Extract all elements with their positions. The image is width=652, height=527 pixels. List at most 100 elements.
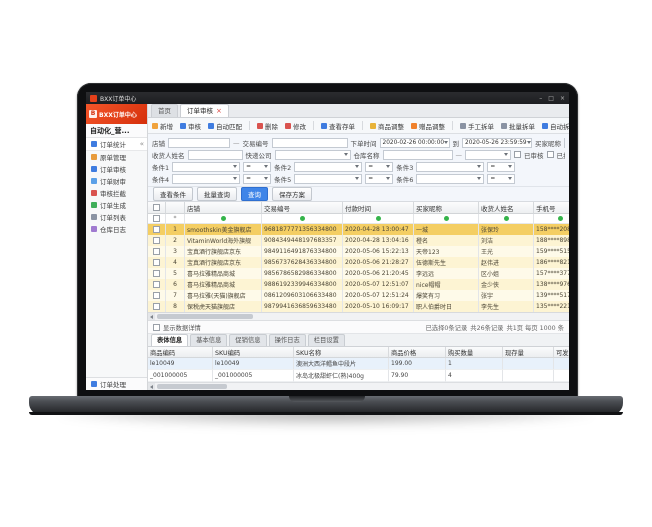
tab-inactive[interactable]: 首页 — [151, 104, 178, 117]
condition-op-select[interactable]: = — [487, 173, 516, 184]
condition-field-select[interactable] — [416, 173, 485, 184]
collapse-icon[interactable]: « — [139, 140, 144, 148]
detail-column-header[interactable]: 商品编码 — [148, 347, 213, 358]
toolbar-button[interactable]: 手工拆单 — [460, 121, 494, 131]
detail-column-header[interactable]: 商品价格 — [389, 347, 446, 358]
detail-column-header[interactable]: SKU编码 — [213, 347, 294, 358]
date-to-input[interactable]: 2020-05-26 23:59:59 — [462, 137, 532, 148]
table-row[interactable]: 2 VitaminWorld海外旗舰 9084349448197683357 2020… — [148, 235, 569, 246]
date-from-input[interactable]: 2020-02-26 00:00:00 — [379, 137, 450, 148]
detail-tab[interactable]: 促销信息 — [229, 334, 267, 346]
condition-field-select[interactable] — [172, 173, 241, 184]
condition-field-select[interactable] — [172, 161, 241, 172]
filter-icon[interactable] — [375, 216, 381, 221]
toolbar-button[interactable]: 赠品调整 — [411, 121, 445, 131]
detail-row[interactable]: _001000005 _001000005 冰岛北极甜虾仁(熟)400g 79.90 4 — [148, 370, 569, 382]
row-checkbox[interactable] — [153, 226, 160, 233]
scrollbar-thumb[interactable] — [157, 314, 253, 319]
toolbar-button[interactable]: 修改 — [285, 121, 306, 131]
toolbar-button[interactable]: 查看存单 — [321, 121, 355, 131]
tag-select[interactable] — [465, 149, 511, 160]
scroll-left-icon[interactable] — [148, 313, 155, 320]
table-row[interactable]: 7 喜马拉雅(天猫)旗舰店 0861209603106633480 2020-05-0… — [148, 290, 569, 301]
condition-op-select[interactable]: = — [487, 161, 516, 172]
sidebar-item[interactable]: 原单管理 — [86, 151, 147, 163]
audited-checkbox[interactable] — [514, 151, 521, 158]
row-checkbox[interactable] — [153, 259, 160, 266]
row-checkbox[interactable] — [153, 281, 160, 288]
toolbar-button[interactable]: 新增 — [152, 121, 173, 131]
action-button[interactable]: 保存方案 — [272, 187, 312, 201]
row-checkbox[interactable] — [153, 292, 160, 299]
row-checkbox[interactable] — [153, 237, 160, 244]
toolbar-button[interactable]: 删除 — [257, 121, 278, 131]
row-checkbox[interactable] — [153, 248, 160, 255]
condition-op-select[interactable]: = — [243, 161, 272, 172]
toolbar-button[interactable]: 自动匹配 — [208, 121, 242, 131]
column-header[interactable]: 手机号 — [534, 202, 569, 214]
chevron-down-icon[interactable] — [508, 177, 513, 180]
chevron-down-icon[interactable] — [264, 165, 269, 168]
chevron-down-icon[interactable] — [233, 165, 238, 168]
filter-icon[interactable] — [220, 216, 226, 221]
chevron-down-icon[interactable] — [477, 177, 482, 180]
chevron-down-icon[interactable] — [233, 177, 238, 180]
detail-tab[interactable]: 表体信息 — [151, 334, 189, 346]
table-row[interactable]: 6 喜马拉雅精品商城 9886192339946334800 2020-05-07 1… — [148, 279, 569, 290]
condition-op-select[interactable]: = — [365, 173, 394, 184]
sidebar-item[interactable]: 仓库日志 — [86, 223, 147, 235]
detail-tab[interactable]: 基本信息 — [190, 334, 228, 346]
table-row[interactable]: 4 宝真酒行旗舰店京东 9856737628436334800 2020-05-06 … — [148, 257, 569, 268]
condition-field-select[interactable] — [416, 161, 485, 172]
column-filter-cell[interactable] — [479, 214, 534, 224]
toolbar-button[interactable]: 批量拆单 — [501, 121, 535, 131]
detail-tab[interactable]: 栏目设置 — [307, 334, 345, 346]
detail-hscrollbar[interactable] — [148, 382, 569, 390]
column-header[interactable]: 店铺 — [185, 202, 262, 214]
chevron-down-icon[interactable] — [355, 165, 360, 168]
table-row[interactable]: 8 保税虎天猫旗舰店 9879941636859633480 2020-05-10 1… — [148, 301, 569, 312]
minimize-button[interactable]: – — [539, 94, 543, 102]
condition-op-select[interactable]: = — [243, 173, 272, 184]
filter-icon[interactable] — [443, 216, 449, 221]
row-checkbox[interactable] — [153, 303, 160, 310]
chevron-down-icon[interactable] — [444, 141, 449, 144]
action-button[interactable]: 查看条件 — [153, 187, 193, 201]
chevron-down-icon[interactable] — [264, 177, 269, 180]
chevron-down-icon[interactable] — [343, 153, 348, 156]
close-button[interactable]: × — [559, 94, 565, 102]
tab-close-icon[interactable]: × — [216, 106, 222, 115]
buyer-input[interactable] — [564, 137, 565, 148]
filter-icon[interactable] — [299, 216, 305, 221]
chevron-down-icon[interactable] — [355, 177, 360, 180]
select-all-checkbox[interactable] — [153, 204, 160, 211]
trade-no-input[interactable] — [271, 137, 348, 148]
table-row[interactable]: 1 smoothskin美金旗舰店 9681877771356334800 2020-… — [148, 224, 569, 235]
scroll-left-icon[interactable] — [148, 383, 155, 390]
column-header[interactable]: 交易编号 — [262, 202, 343, 214]
sidebar-item[interactable]: 订单处理 — [86, 378, 147, 390]
condition-field-select[interactable] — [294, 173, 363, 184]
detail-row[interactable]: le10049 le10049 澳洲大西洋鳕鱼中段片 199.00 1 — [148, 358, 569, 370]
detail-column-header[interactable]: 购买数量 — [446, 347, 503, 358]
maximize-button[interactable]: □ — [548, 94, 554, 102]
shop-input[interactable] — [168, 137, 230, 148]
chevron-down-icon[interactable] — [504, 153, 508, 156]
column-header[interactable]: 收货人姓名 — [479, 202, 534, 214]
column-filter-cell[interactable] — [534, 214, 569, 224]
sidebar-item[interactable]: 审核拦截 — [86, 187, 147, 199]
detail-toggle-checkbox[interactable] — [153, 323, 160, 331]
column-header[interactable]: 买家昵称 — [414, 202, 479, 214]
row-checkbox[interactable] — [153, 270, 160, 277]
receiver-input[interactable] — [187, 149, 243, 160]
column-filter-cell[interactable] — [185, 214, 262, 224]
chevron-down-icon[interactable] — [508, 165, 513, 168]
table-row[interactable]: 5 喜马拉雅精品商城 9856786582986334800 2020-05-06 2… — [148, 268, 569, 279]
sidebar-item-order-stats[interactable]: 订单统计 « — [86, 138, 147, 151]
filter-icon[interactable] — [557, 216, 563, 221]
detail-tab[interactable]: 操作日志 — [268, 334, 306, 346]
toolbar-button[interactable]: 审核 — [180, 121, 201, 131]
chevron-down-icon[interactable] — [526, 141, 531, 144]
select-all-header[interactable] — [148, 202, 166, 214]
tab-active[interactable]: 订单审核 × — [180, 104, 229, 117]
